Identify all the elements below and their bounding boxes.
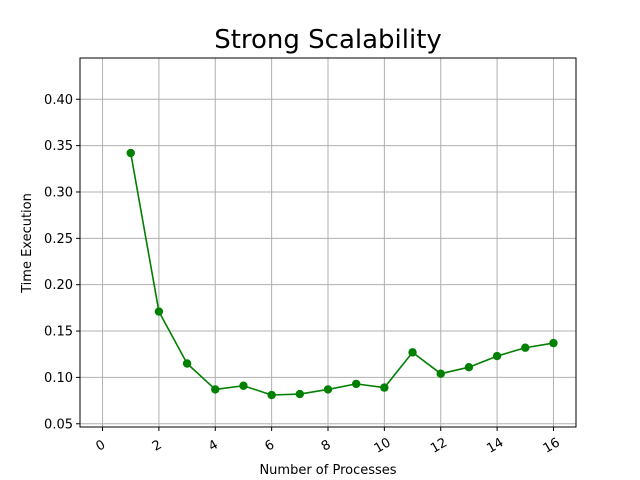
x-tick-label: 10 — [372, 435, 394, 456]
x-tick-label: 12 — [428, 435, 450, 456]
series-layer — [126, 148, 558, 400]
y-tick-label: 0.15 — [44, 325, 73, 340]
data-point — [267, 390, 276, 400]
y-tick-label: 0.05 — [44, 417, 73, 432]
data-point — [295, 389, 305, 399]
data-point — [126, 148, 135, 158]
series-line — [129, 152, 554, 396]
data-point — [464, 362, 474, 372]
chart-title: Strong Scalability — [214, 25, 442, 55]
y-tick-label: 0.40 — [44, 93, 73, 108]
data-point — [521, 343, 530, 352]
y-tick-label: 0.30 — [44, 185, 73, 200]
y-axis-label: Time Execution — [20, 193, 35, 294]
data-point — [239, 381, 248, 390]
data-point — [492, 351, 502, 361]
data-point — [182, 359, 192, 368]
data-point — [323, 385, 333, 394]
y-tick-label: 0.35 — [44, 139, 73, 154]
y-tick-label: 0.25 — [44, 232, 73, 247]
data-point — [408, 348, 417, 357]
grid — [80, 58, 576, 427]
data-point — [436, 369, 445, 378]
y-tick-label: 0.10 — [44, 371, 73, 386]
x-tick-label: 16 — [541, 435, 563, 456]
x-tick-label: 14 — [484, 435, 506, 456]
x-axis-label: Number of Processes — [259, 463, 396, 478]
data-point — [549, 338, 558, 348]
data-point — [211, 385, 220, 394]
data-point — [380, 383, 389, 392]
data-point — [154, 307, 164, 316]
y-tick-label: 0.20 — [44, 278, 73, 293]
data-point — [351, 379, 361, 389]
